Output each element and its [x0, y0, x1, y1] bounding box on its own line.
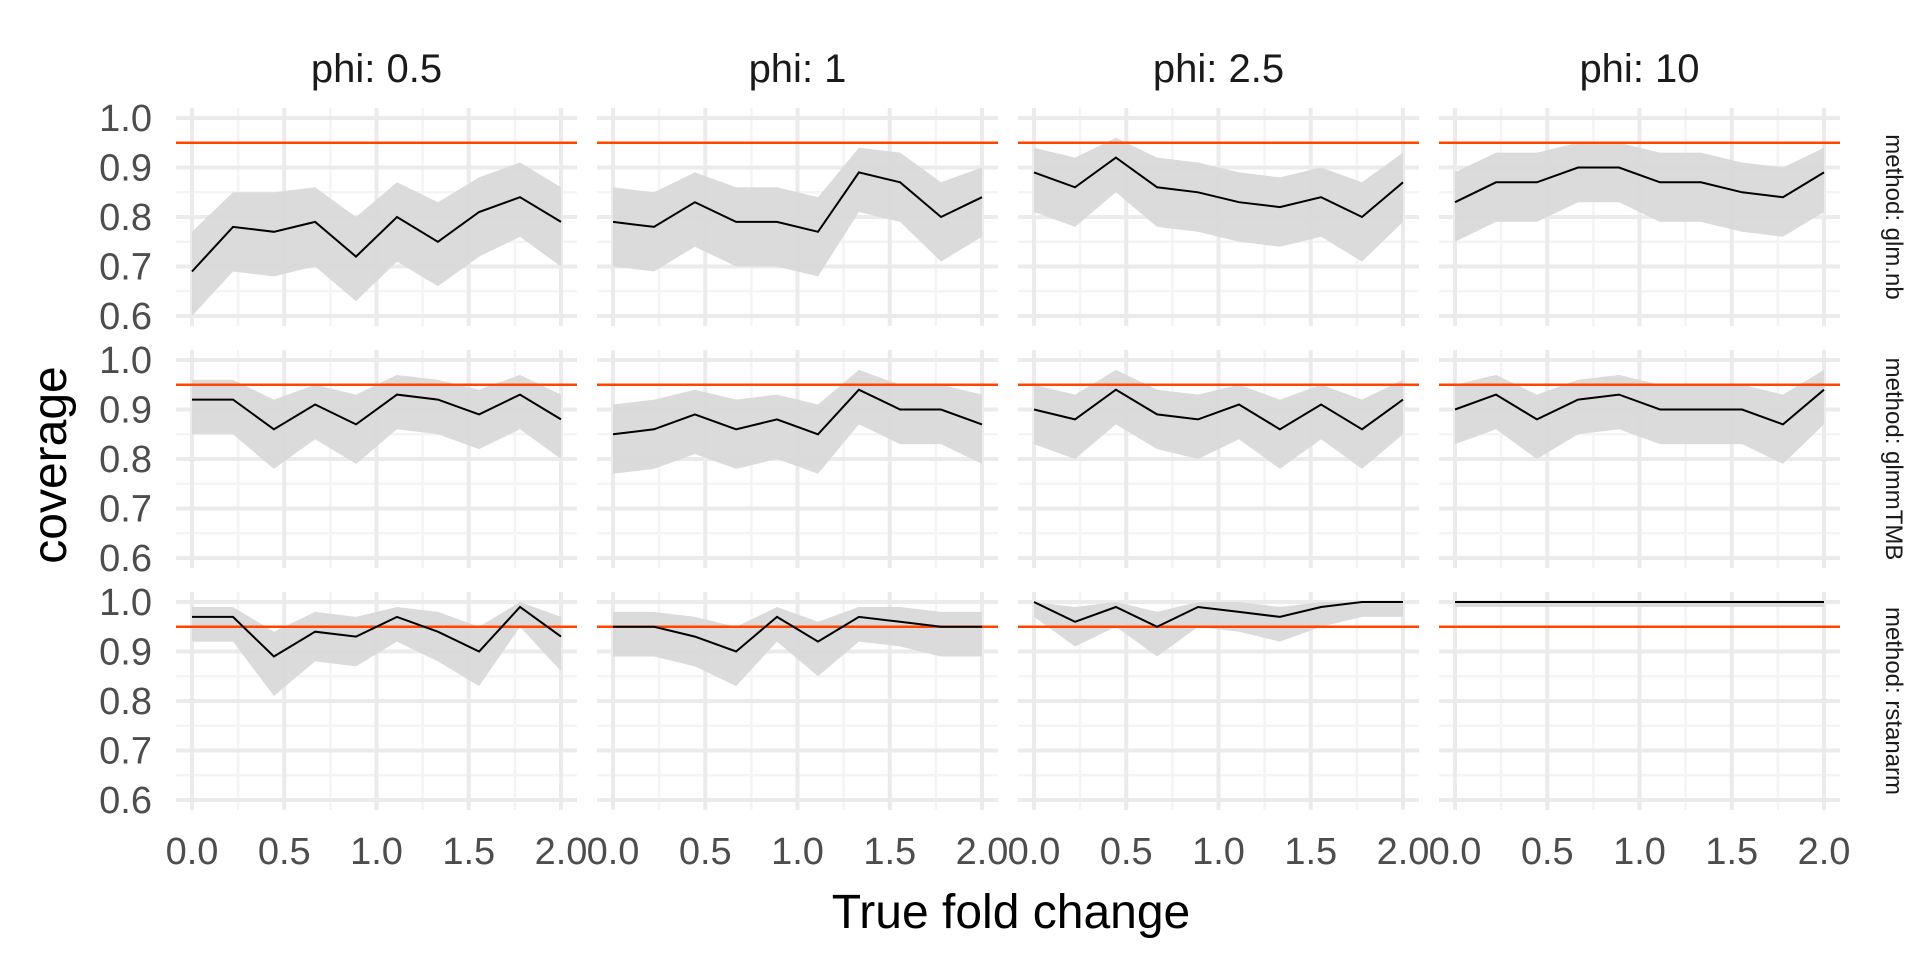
x-tick-label: 1.0: [1613, 831, 1666, 873]
y-tick-label: 0.9: [99, 632, 152, 674]
facet-column-label: phi: 1: [749, 47, 847, 91]
x-tick-label: 0.0: [166, 831, 219, 873]
x-tick-label: 0.5: [258, 831, 311, 873]
confidence-ribbon: [1455, 602, 1824, 607]
coverage-line: [612, 388, 983, 436]
x-axis-title: True fold change: [832, 886, 1190, 939]
coverage-line: [192, 393, 562, 431]
confidence-ribbon: [613, 369, 982, 474]
y-tick-label: 0.7: [99, 247, 152, 289]
facet-column-label: phi: 2.5: [1153, 47, 1284, 91]
y-tick-label: 0.6: [99, 296, 152, 338]
panel-grid: [176, 350, 577, 568]
x-tick-label: 1.0: [1192, 831, 1245, 873]
facet-row-label: method: rstanarm: [1880, 607, 1907, 795]
x-tick-label: 1.0: [771, 831, 824, 873]
confidence-ribbon: [1455, 142, 1824, 242]
x-tick-label: 0.0: [1008, 831, 1061, 873]
x-tick-label: 1.5: [1705, 831, 1758, 873]
facet-column-label: phi: 0.5: [311, 47, 442, 91]
coverage-line: [192, 605, 562, 658]
y-tick-label: 0.7: [99, 489, 152, 531]
confidence-ribbon: [1034, 369, 1403, 469]
confidence-ribbon: [1034, 137, 1403, 262]
facet-row-label: method: glm.nb: [1880, 134, 1907, 299]
coverage-line: [1033, 601, 1403, 628]
confidence-ribbon: [192, 162, 561, 316]
panels-layer: phi: 0.5 phi: 1 phi: 2.5 phi: 10 method: glm…: [99, 47, 1907, 873]
y-tick-label: 0.9: [99, 390, 152, 432]
x-tick-label: 1.5: [442, 831, 495, 873]
x-tick-label: 0.0: [1429, 831, 1482, 873]
y-tick-label: 0.6: [99, 538, 152, 580]
y-tick-label: 0.8: [99, 681, 152, 723]
coverage-line: [1454, 388, 1825, 426]
y-tick-label: 0.6: [99, 780, 152, 822]
facet-column-label: phi: 10: [1579, 47, 1699, 91]
x-tick-label: 0.5: [1100, 831, 1153, 873]
y-tick-label: 1.0: [99, 340, 152, 382]
x-tick-label: 1.5: [1284, 831, 1337, 873]
y-axis-title: coverage: [24, 366, 77, 563]
x-tick-label: 1.0: [350, 831, 403, 873]
coverage-line: [1033, 388, 1404, 431]
facet-row-label: method: glmmTMB: [1880, 358, 1907, 561]
confidence-ribbon: [1034, 602, 1403, 657]
y-tick-label: 0.8: [99, 439, 152, 481]
y-tick-label: 0.8: [99, 197, 152, 239]
x-tick-label: 0.0: [587, 831, 640, 873]
y-tick-label: 0.7: [99, 731, 152, 773]
coverage-line: [1454, 166, 1825, 204]
y-tick-label: 1.0: [99, 98, 152, 140]
coverage-line: [613, 615, 982, 653]
coverage-line: [1033, 156, 1404, 219]
coverage-line: [191, 196, 562, 273]
y-tick-label: 0.9: [99, 148, 152, 190]
confidence-ribbon: [192, 374, 561, 469]
coverage-line: [612, 171, 983, 233]
y-tick-label: 1.0: [99, 582, 152, 624]
x-tick-label: 0.5: [679, 831, 732, 873]
x-tick-label: 2.0: [956, 831, 1009, 873]
x-tick-label: 2.0: [1798, 831, 1851, 873]
x-tick-label: 0.5: [1521, 831, 1574, 873]
x-tick-label: 2.0: [1377, 831, 1430, 873]
x-tick-label: 2.0: [535, 831, 588, 873]
confidence-ribbon: [1455, 369, 1824, 464]
x-tick-label: 1.5: [863, 831, 916, 873]
